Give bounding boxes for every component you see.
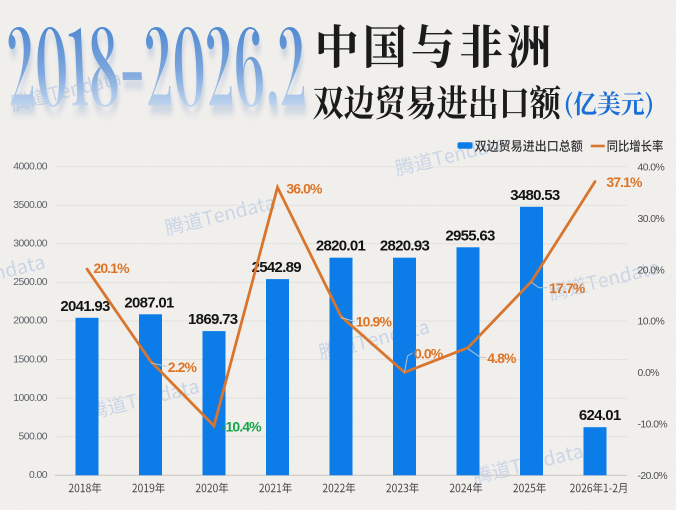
svg-text:36.0%: 36.0% [286,180,323,196]
svg-text:4000.00: 4000.00 [13,161,47,172]
svg-text:1000.00: 1000.00 [13,393,47,404]
svg-text:-20.0%: -20.0% [638,471,668,482]
svg-text:4.8%: 4.8% [487,350,517,366]
svg-text:20.0%: 20.0% [638,265,665,276]
svg-text:2041.93: 2041.93 [60,298,110,315]
svg-text:20.1%: 20.1% [94,260,131,276]
svg-text:30.0%: 30.0% [638,214,665,225]
svg-text:2955.63: 2955.63 [445,227,495,244]
svg-text:1869.73: 1869.73 [188,311,238,328]
svg-text:2820.01: 2820.01 [316,238,366,255]
svg-text:500.00: 500.00 [19,431,48,442]
svg-text:2000.00: 2000.00 [13,316,47,327]
svg-text:37.1%: 37.1% [606,174,643,190]
svg-text:-10.4%: -10.4% [222,418,262,434]
svg-text:40.0%: 40.0% [638,162,665,173]
svg-text:2.2%: 2.2% [168,359,198,375]
svg-text:10.0%: 10.0% [638,317,665,328]
svg-text:2820.93: 2820.93 [380,238,430,255]
svg-text:3480.53: 3480.53 [510,187,560,204]
svg-text:0.0%: 0.0% [638,368,660,379]
svg-text:2542.89: 2542.89 [252,259,302,276]
svg-text:2500.00: 2500.00 [13,277,47,288]
svg-text:0.0%: 0.0% [414,345,444,361]
svg-text:3000.00: 3000.00 [13,239,47,250]
svg-text:10.9%: 10.9% [356,314,393,330]
svg-text:1500.00: 1500.00 [13,354,47,365]
svg-text:17.7%: 17.7% [549,280,586,296]
svg-text:2087.01: 2087.01 [124,294,174,311]
svg-text:3500.00: 3500.00 [13,200,47,211]
svg-text:0.00: 0.00 [29,470,48,481]
svg-text:-10.0%: -10.0% [638,420,668,431]
svg-text:624.01: 624.01 [579,407,621,424]
